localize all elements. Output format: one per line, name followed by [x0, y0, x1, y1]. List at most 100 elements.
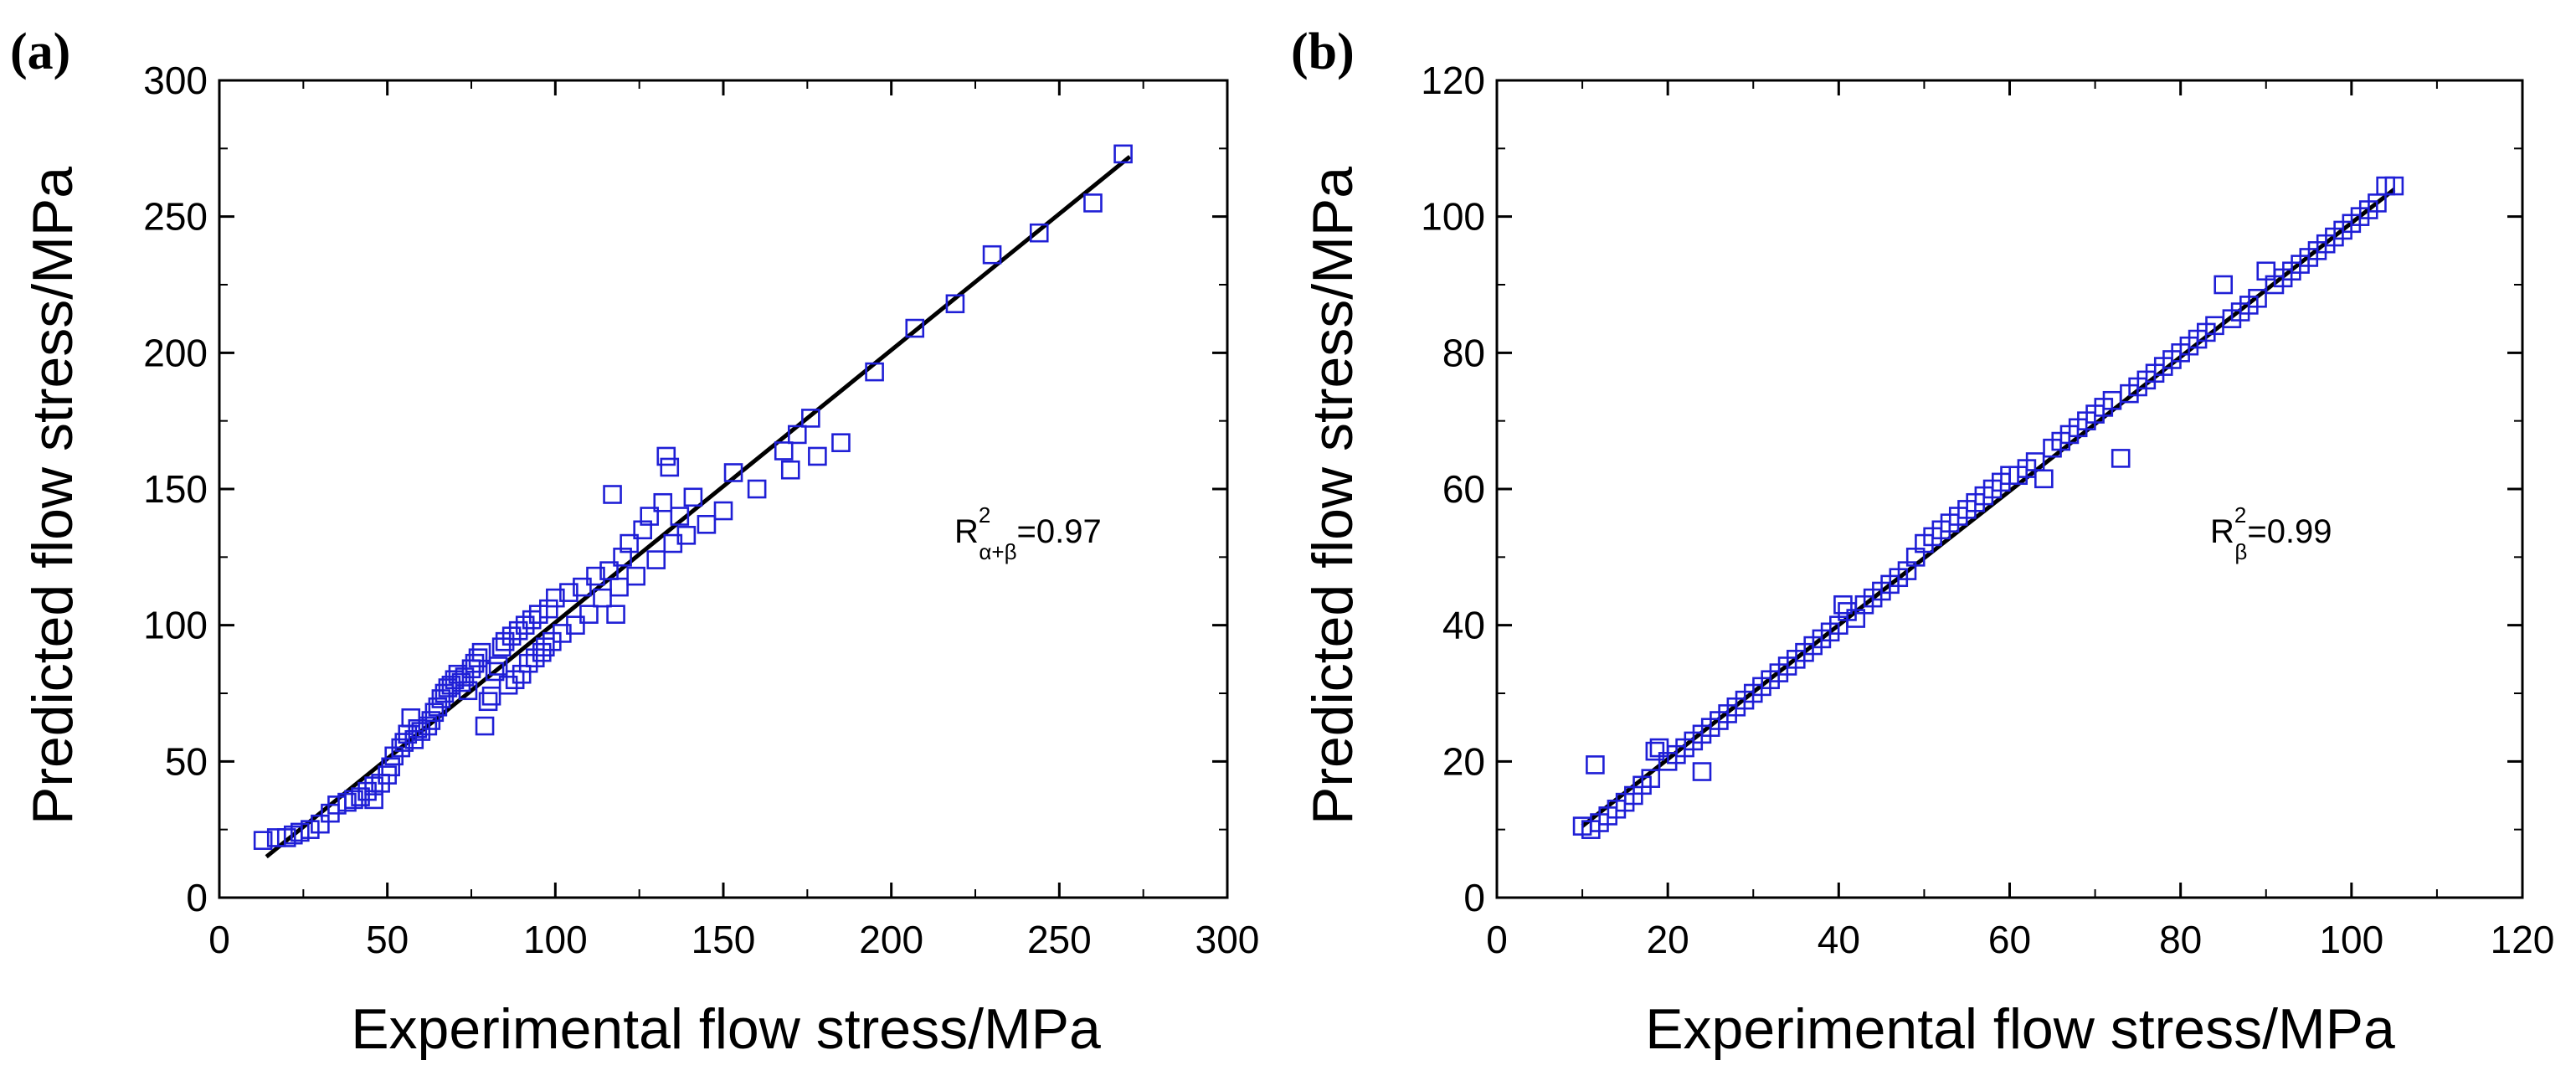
data-point [518, 653, 538, 673]
panel-b: (b) 0 20 40 60 80 100 120 0 20 40 60 80 100 120 Exper… [1291, 23, 2554, 1061]
fit-line-layer [265, 155, 1132, 859]
data-point [465, 653, 485, 673]
data-point [424, 703, 445, 723]
data-point [2384, 176, 2404, 196]
y-tick-label: 150 [143, 467, 208, 511]
data-point [364, 776, 383, 795]
y-tick-label: 40 [1442, 604, 1485, 647]
data-point [787, 425, 807, 445]
data-point [566, 615, 585, 635]
data-point [780, 460, 800, 480]
data-point [2214, 275, 2234, 295]
data-point [1833, 595, 1853, 615]
x-tick-label: 300 [1195, 918, 1260, 961]
y-tick-label: 80 [1442, 331, 1485, 374]
x-tick-label: 20 [1647, 918, 1689, 961]
data-point [865, 362, 884, 382]
data-point [603, 485, 622, 504]
data-point [505, 670, 525, 690]
data-point [599, 561, 619, 580]
data-point [774, 441, 794, 461]
panel-label: (a) [10, 23, 70, 80]
data-point [351, 787, 370, 806]
r-squared-value: =0.97 [1017, 513, 1102, 550]
data-point [683, 487, 703, 507]
data-point [586, 566, 605, 586]
data-point [626, 566, 645, 586]
x-tick-label: 50 [366, 918, 409, 961]
data-point [1113, 144, 1133, 164]
y-tick-label: 0 [1463, 876, 1485, 919]
data-point [411, 722, 431, 741]
data-point [498, 675, 518, 695]
fit-line [1581, 188, 2396, 828]
fit-line-layer [1581, 188, 2396, 828]
data-point [1641, 769, 1661, 788]
data-point [579, 605, 599, 624]
data-point [670, 507, 690, 526]
data-point [532, 642, 552, 662]
data-points-layer [253, 144, 1133, 850]
data-point [905, 318, 925, 338]
data-point [468, 648, 488, 668]
data-point [445, 670, 465, 690]
y-tick-label: 100 [1421, 195, 1485, 239]
data-point [676, 526, 697, 545]
data-point [573, 577, 592, 597]
x-tick-label: 150 [692, 918, 756, 961]
ticks-layer: 0 50 100 150 200 250 300 0 50 100 150 200 250 300 [143, 59, 1259, 961]
data-point [546, 588, 565, 608]
axes-frame-layer [218, 79, 1229, 899]
data-point [501, 626, 522, 646]
data-point [620, 533, 639, 553]
data-point [461, 659, 481, 679]
data-point [1029, 223, 1049, 243]
y-tick-label: 250 [143, 195, 208, 239]
x-tick-label: 120 [2491, 918, 2555, 961]
data-point [2248, 288, 2267, 308]
x-tick-label: 100 [523, 918, 588, 961]
data-point [253, 831, 273, 850]
data-point [481, 686, 501, 706]
x-tick-label: 0 [1486, 918, 1508, 961]
data-point [475, 716, 495, 736]
data-points-layer [1572, 176, 2404, 839]
x-axis-title: Experimental flow stress/MPa [351, 997, 1101, 1061]
data-point [653, 492, 673, 512]
data-point [982, 245, 1002, 265]
data-point [613, 548, 632, 567]
r-squared-base: R [954, 513, 979, 550]
data-point [656, 446, 676, 466]
data-point [1645, 741, 1665, 761]
plot-frame [218, 79, 1229, 899]
data-point [458, 681, 478, 701]
data-point [471, 642, 491, 662]
data-point [1083, 193, 1103, 213]
data-point [945, 294, 965, 314]
data-point [485, 661, 505, 682]
y-tick-label: 120 [1421, 59, 1485, 102]
data-point [593, 588, 612, 608]
data-point [808, 446, 827, 466]
data-point [609, 577, 629, 597]
data-point [525, 648, 545, 668]
x-axis-title: Experimental flow stress/MPa [1645, 997, 2395, 1061]
y-tick-label: 200 [143, 331, 208, 374]
x-tick-label: 60 [1988, 918, 2031, 961]
r-squared-value: =0.99 [2247, 513, 2332, 550]
data-point [488, 656, 508, 676]
data-point [515, 615, 535, 635]
data-point [539, 599, 558, 619]
y-tick-label: 60 [1442, 467, 1485, 511]
ticks-layer: 0 20 40 60 80 100 120 0 20 40 60 80 100 120 [1421, 59, 2554, 961]
data-point [559, 583, 578, 602]
data-point [646, 550, 666, 569]
data-point [633, 520, 652, 540]
r-squared-base: R [2210, 513, 2234, 550]
y-tick-label: 300 [143, 59, 208, 102]
data-point [478, 692, 498, 712]
data-point [697, 514, 717, 534]
fit-line [265, 155, 1132, 859]
r-squared-sup: 2 [979, 502, 990, 528]
